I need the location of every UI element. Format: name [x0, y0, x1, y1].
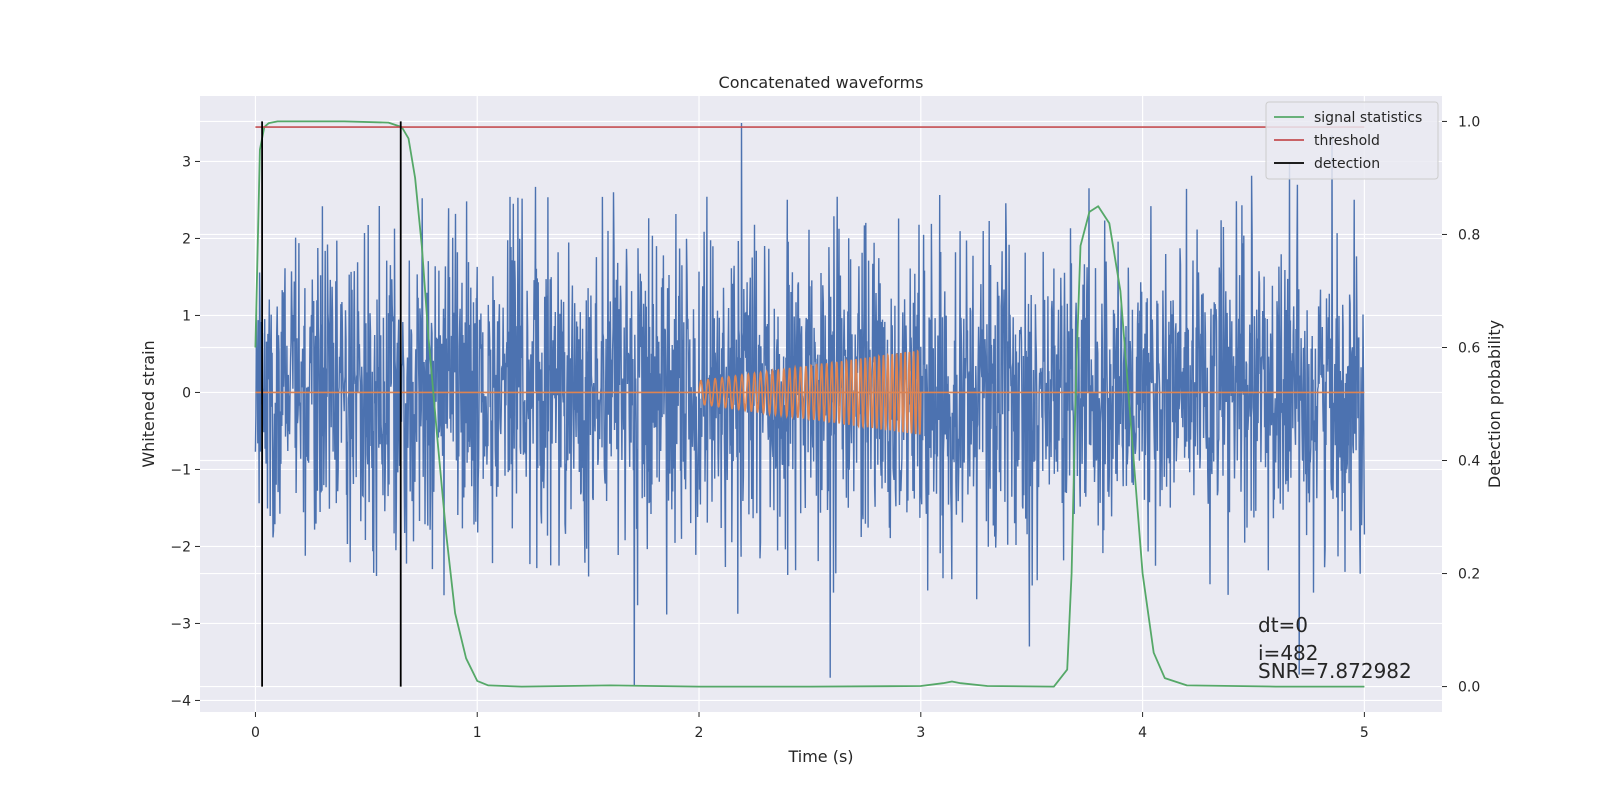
y-tick-label-left: −2	[170, 539, 191, 555]
y-axis-label-left: Whitened strain	[139, 340, 158, 467]
x-tick-label: 2	[695, 725, 704, 741]
y-tick-label-left: 1	[182, 308, 191, 324]
y-axis-label-right: Detection probability	[1485, 320, 1504, 488]
x-tick-label: 5	[1360, 725, 1369, 741]
y-tick-label-left: 0	[182, 385, 191, 401]
annotation-text: i=482	[1258, 641, 1319, 665]
series-chirp-line	[698, 349, 922, 435]
y-tick-label-left: −1	[170, 462, 191, 478]
y-tick-label-left: −3	[170, 616, 191, 632]
y-tick-label-right: 0.8	[1458, 227, 1480, 243]
legend-label: threshold	[1314, 133, 1380, 149]
ticks: 0 1 2 3 4 5 −4 −3 −2 −1 0 1 2 3 0.0 0.2 0.4 0.6 0.8 1.0	[170, 114, 1480, 741]
x-tick-label: 1	[473, 725, 482, 741]
x-tick-label: 0	[251, 725, 260, 741]
legend: signal statistics threshold detection	[1265, 101, 1439, 180]
x-tick-label: 4	[1138, 725, 1147, 741]
y-tick-label-right: 0.0	[1458, 680, 1480, 696]
y-tick-label-right: 1.0	[1458, 114, 1480, 130]
y-tick-label-left: −4	[170, 693, 191, 709]
legend-label: detection	[1314, 156, 1380, 172]
y-tick-label-right: 0.6	[1458, 340, 1480, 356]
legend-label: signal statistics	[1314, 110, 1422, 126]
legend-box	[1265, 101, 1439, 180]
x-tick-label: 3	[916, 725, 925, 741]
signal-statistics-line	[254, 120, 1365, 688]
y-tick-label-right: 0.4	[1458, 454, 1480, 470]
y-tick-label-right: 0.2	[1458, 567, 1480, 583]
data-layer	[254, 120, 1366, 688]
y-tick-label-left: 3	[182, 154, 191, 170]
annotation-text: SNR=7.872982	[1258, 659, 1412, 683]
chart-title: Concatenated waveforms	[719, 73, 924, 92]
x-axis-label: Time (s)	[787, 747, 853, 766]
y-tick-label-left: 2	[182, 231, 191, 247]
annotation-text: dt=0	[1258, 613, 1308, 637]
series-noise-line	[254, 122, 1366, 686]
